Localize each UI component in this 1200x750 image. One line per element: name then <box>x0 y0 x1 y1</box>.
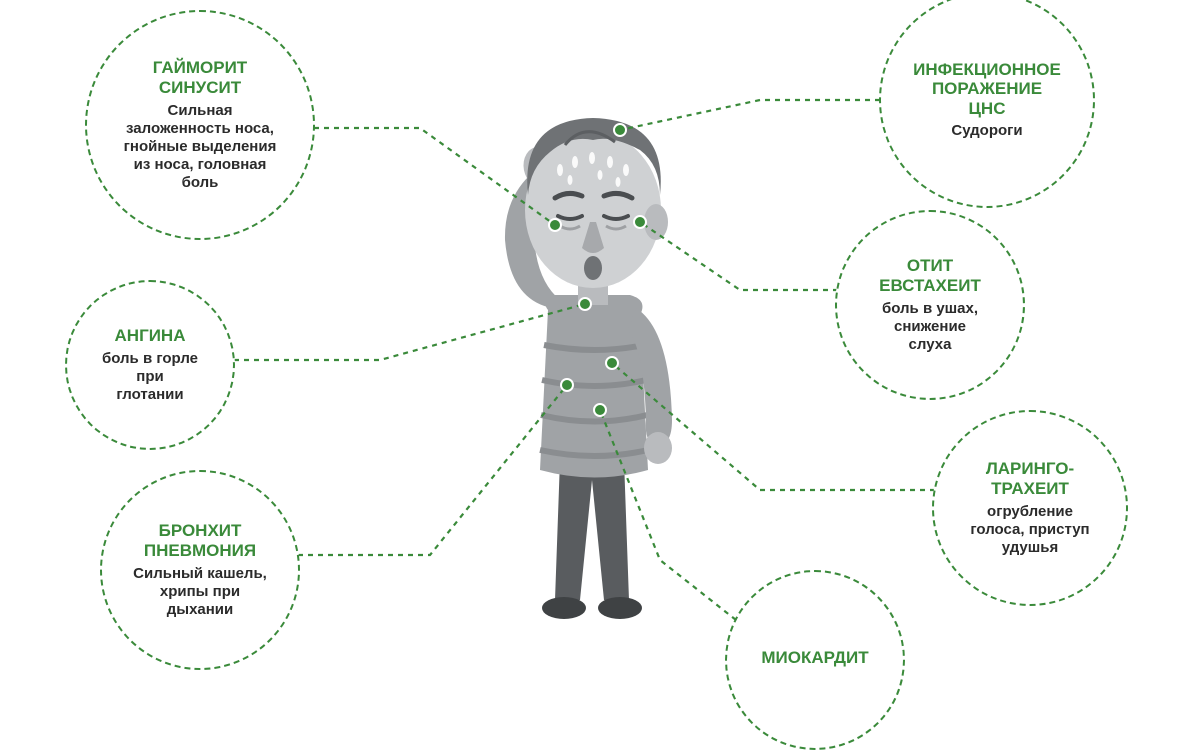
bubble-laryngo: ЛАРИНГО-ТРАХЕИТ огрублениеголоса, приступ… <box>932 410 1128 606</box>
bubble-title: МИОКАРДИТ <box>761 648 868 668</box>
bubble-otitis: ОТИТЕВСТАХЕИТ боль в ушах,снижениеслуха <box>835 210 1025 400</box>
bubble-desc: Сильный кашель,хрипы придыхании <box>133 565 267 619</box>
bubble-desc: боль в горлеприглотании <box>102 350 198 404</box>
bubble-title: ГАЙМОРИТСИНУСИТ <box>153 58 247 97</box>
bubble-desc: боль в ушах,снижениеслуха <box>882 300 978 354</box>
bubble-title: ИНФЕКЦИОННОЕПОРАЖЕНИЕЦНС <box>913 60 1061 119</box>
anchor-dot-bronchitis <box>560 378 574 392</box>
bubble-title: ЛАРИНГО-ТРАХЕИТ <box>986 459 1074 498</box>
anchor-dot-laryngo <box>605 356 619 370</box>
anchor-dot-myocarditis <box>593 403 607 417</box>
bubble-cns: ИНФЕКЦИОННОЕПОРАЖЕНИЕЦНС Судороги <box>879 0 1095 208</box>
bubble-desc: Сильнаязаложенность носа,гнойные выделен… <box>124 102 277 192</box>
bubble-title: БРОНХИТПНЕВМОНИЯ <box>144 521 256 560</box>
bubble-desc: огрублениеголоса, приступудушья <box>970 503 1089 557</box>
bubble-title: АНГИНА <box>115 326 186 346</box>
anchor-dot-cns <box>613 123 627 137</box>
anchor-dot-otitis <box>633 215 647 229</box>
bubble-desc: Судороги <box>951 122 1022 140</box>
bubble-title: ОТИТЕВСТАХЕИТ <box>879 256 981 295</box>
bubble-myocarditis: МИОКАРДИТ <box>725 570 905 750</box>
bubble-sinusitis: ГАЙМОРИТСИНУСИТ Сильнаязаложенность носа,… <box>85 10 315 240</box>
anchor-dot-angina <box>578 297 592 311</box>
bubble-bronchitis: БРОНХИТПНЕВМОНИЯ Сильный кашель,хрипы при… <box>100 470 300 670</box>
bubble-angina: АНГИНА боль в горлеприглотании <box>65 280 235 450</box>
anchor-dot-sinusitis <box>548 218 562 232</box>
